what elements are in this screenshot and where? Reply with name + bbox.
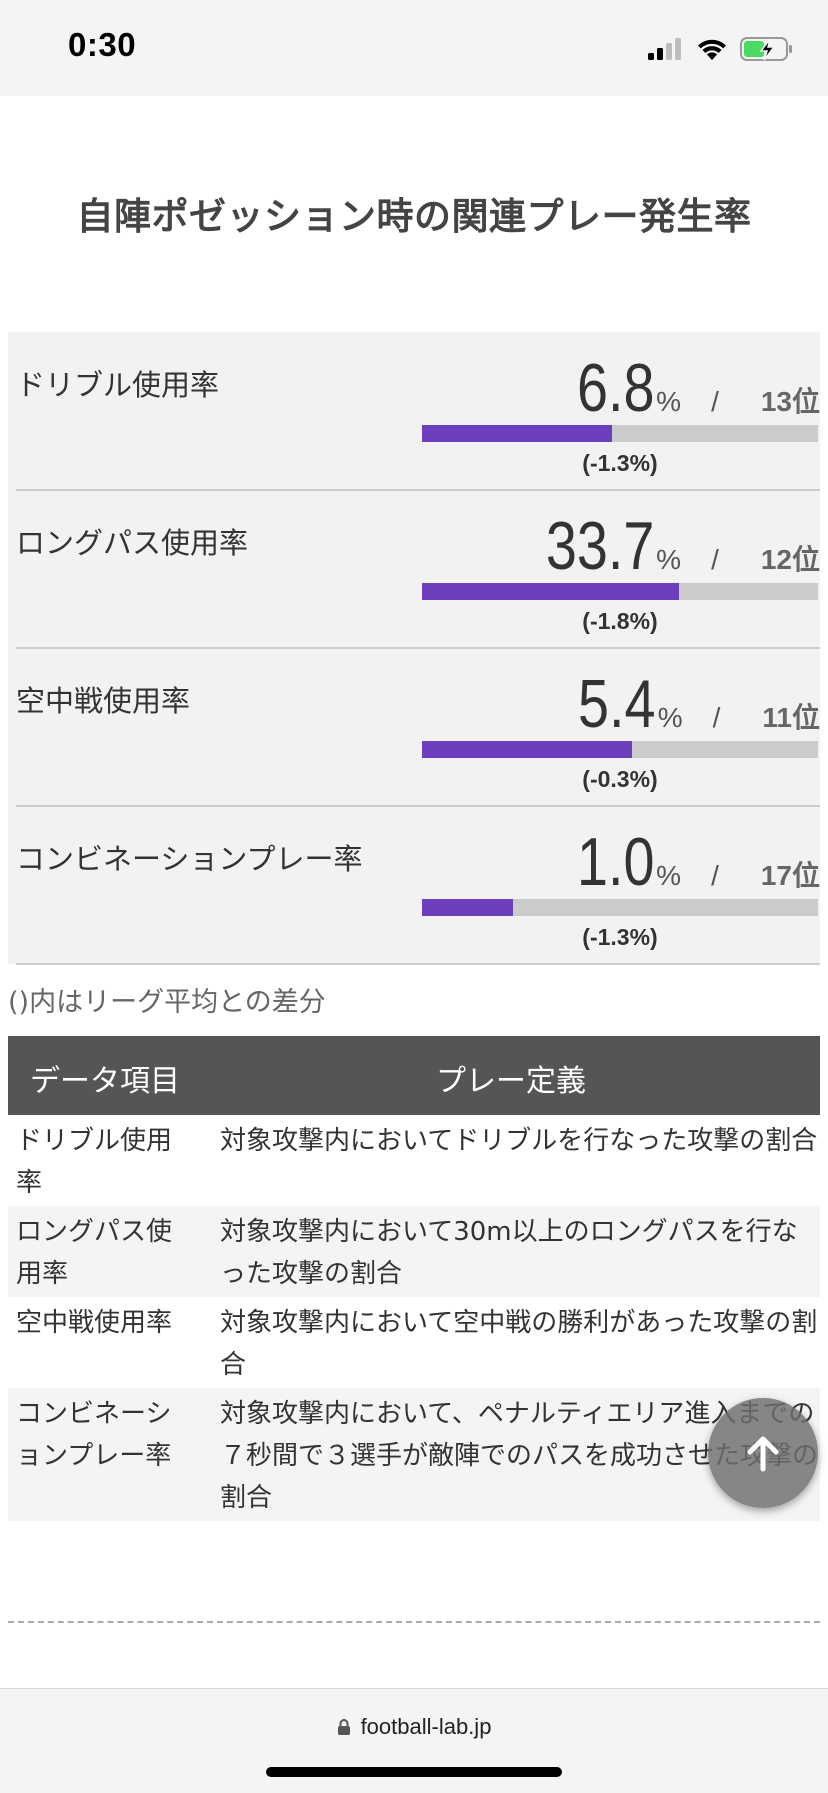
table-row: ドリブル使用率 対象攻撃内においてドリブルを行なった攻撃の割合 — [8, 1115, 820, 1206]
status-icons — [648, 34, 794, 64]
stat-value: 6.8 — [576, 350, 655, 426]
status-time: 0:30 — [68, 26, 137, 63]
stat-value-line: 1.0 % / 17位 — [560, 828, 820, 898]
home-indicator — [266, 1767, 562, 1777]
stat-rank: 12位 — [760, 544, 820, 575]
stat-rank: 11位 — [762, 702, 820, 733]
stat-diff: (-1.8%) — [582, 608, 658, 634]
definition-term: ロングパス使用率 — [16, 1217, 173, 1289]
stat-unit: % — [656, 386, 682, 417]
stat-unit: % — [657, 702, 683, 733]
cellular-signal-icon — [648, 38, 681, 60]
stat-diff: (-0.3%) — [582, 766, 658, 792]
table-row: ロングパス使用率 対象攻撃内において30m以上のロングパスを行なった攻撃の割合 — [8, 1206, 820, 1297]
stat-row-dribble: ドリブル使用率 6.8 % / 13位 (-1.3%) — [16, 332, 820, 491]
definition-term: コンビネーションプレー率 — [16, 1399, 172, 1471]
definition-table: データ項目 プレー定義 ドリブル使用率 対象攻撃内においてドリブルを行なった攻撃… — [8, 1036, 820, 1521]
scroll-to-top-button[interactable] — [708, 1398, 818, 1508]
table-row: 空中戦使用率 対象攻撃内において空中戦の勝利があった攻撃の割合 — [8, 1297, 820, 1388]
stat-row-long-pass: ロングパス使用率 33.7 % / 12位 (-1.8%) — [16, 490, 820, 649]
stat-unit: % — [656, 860, 682, 891]
url-text[interactable]: football-lab.jp — [360, 1714, 492, 1739]
wifi-icon — [698, 39, 726, 60]
stat-bar-fill — [422, 583, 680, 600]
battery-charging-icon — [740, 37, 792, 61]
dashed-divider — [8, 1621, 820, 1623]
status-bar: 0:30 — [0, 0, 828, 96]
stat-diff: (-1.3%) — [582, 924, 658, 950]
stat-bar-fill — [422, 425, 613, 442]
header-data-item: データ項目 — [30, 1064, 180, 1099]
stat-value: 33.7 — [545, 508, 655, 584]
definition-text: 対象攻撃内においてドリブルを行なった攻撃の割合 — [220, 1126, 818, 1156]
stat-bar-fill — [422, 741, 632, 758]
definition-term: 空中戦使用率 — [16, 1308, 173, 1338]
stat-separator: / — [711, 544, 719, 575]
table-header: データ項目 プレー定義 — [8, 1036, 820, 1115]
browser-url-bar[interactable]: football-lab.jp — [0, 1688, 828, 1793]
definition-term: ドリブル使用率 — [16, 1126, 173, 1198]
stat-value: 1.0 — [576, 824, 655, 900]
stat-label: 空中戦使用率 — [16, 684, 191, 718]
url-row[interactable]: football-lab.jp — [0, 1714, 828, 1740]
stat-rank: 17位 — [760, 860, 820, 891]
stat-diff: (-1.3%) — [582, 450, 658, 476]
stat-value-line: 5.4 % / 11位 — [561, 670, 820, 740]
stat-row-combination: コンビネーションプレー率 1.0 % / 17位 (-1.3%) — [16, 806, 820, 965]
table-row: コンビネーションプレー率 対象攻撃内において、ペナルティエリア進入までの７秒間で… — [8, 1388, 820, 1521]
stat-label: ロングパス使用率 — [16, 526, 249, 560]
stat-separator: / — [711, 386, 719, 417]
stat-label: コンビネーションプレー率 — [16, 842, 363, 876]
stat-label: ドリブル使用率 — [16, 368, 220, 402]
stats-panel: ドリブル使用率 6.8 % / 13位 (-1.3%) ロングパス使用率 33.… — [8, 332, 820, 965]
league-average-note: ()内はリーグ平均との差分 — [8, 987, 326, 1018]
lock-icon — [337, 1719, 350, 1735]
stat-unit: % — [656, 544, 682, 575]
stat-value-line: 6.8 % / 13位 — [560, 354, 820, 424]
definition-text: 対象攻撃内において30m以上のロングパスを行なった攻撃の割合 — [220, 1217, 798, 1289]
arrow-up-icon — [747, 1436, 779, 1472]
page-title: 自陣ポゼッション時の関連プレー発生率 — [76, 195, 752, 238]
stat-separator: / — [712, 702, 721, 733]
stat-bar — [422, 899, 818, 916]
stat-row-aerial: 空中戦使用率 5.4 % / 11位 (-0.3%) — [16, 648, 820, 807]
stat-rank: 13位 — [760, 386, 820, 417]
stat-bar — [422, 583, 818, 600]
stat-bar — [422, 425, 818, 442]
stat-bar-fill — [422, 899, 514, 916]
header-play-definition: プレー定義 — [436, 1064, 586, 1099]
stat-separator: / — [711, 860, 719, 891]
definition-text: 対象攻撃内において空中戦の勝利があった攻撃の割合 — [220, 1308, 818, 1380]
stat-value-line: 33.7 % / 12位 — [522, 512, 820, 582]
stat-value: 5.4 — [578, 666, 656, 742]
stat-bar — [422, 741, 818, 758]
